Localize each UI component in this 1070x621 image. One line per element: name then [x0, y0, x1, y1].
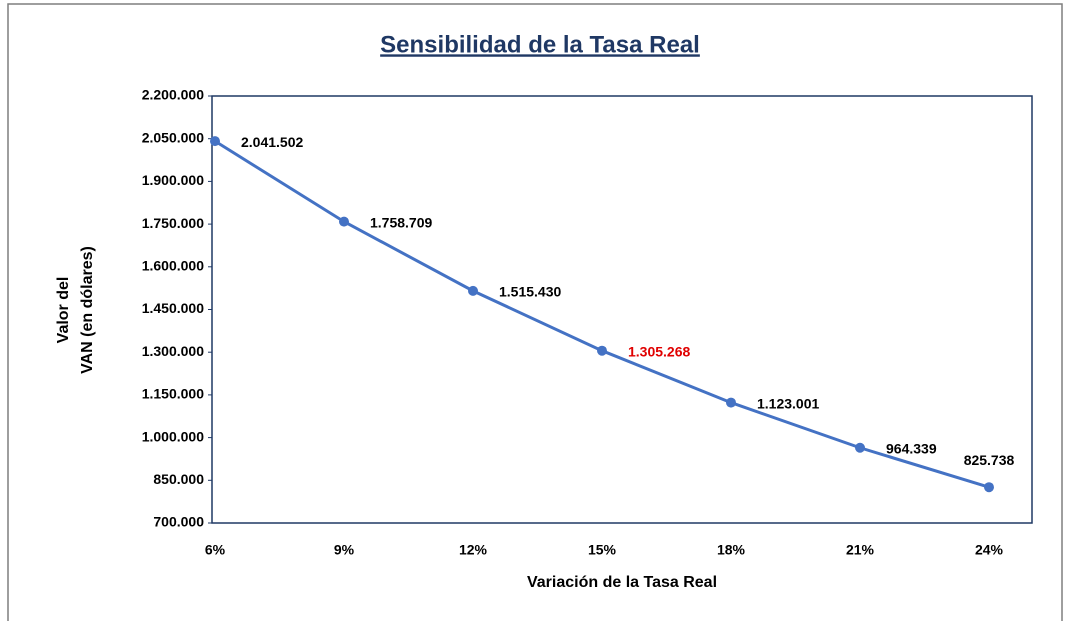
y-tick-label: 1.150.000: [142, 386, 204, 402]
data-label: 2.041.502: [241, 134, 303, 150]
y-tick-label: 1.300.000: [142, 343, 204, 359]
point: [210, 136, 220, 147]
x-axis-title: Variación de la Tasa Real: [527, 574, 717, 591]
y-tick-label: 1.450.000: [142, 300, 204, 316]
data-label: 1.758.709: [370, 214, 432, 230]
point: [726, 397, 736, 408]
x-tick-label: 9%: [334, 542, 355, 558]
y-tick-label: 700.000: [153, 514, 204, 530]
data-label: 964.339: [886, 440, 937, 456]
y-tick-label: 2.050.000: [142, 129, 204, 145]
y-tick-label: 1.750.000: [142, 215, 204, 231]
point: [339, 216, 349, 227]
chart-title: Sensibilidad de la Tasa Real: [380, 31, 700, 58]
x-tick-label: 24%: [975, 542, 1004, 558]
data-label: 825.738: [964, 452, 1015, 468]
x-tick-label: 15%: [588, 542, 617, 558]
data-label: 1.515.430: [499, 284, 561, 300]
point: [597, 345, 607, 356]
y-tick-label: 1.900.000: [142, 172, 204, 188]
data-label: 1.123.001: [757, 395, 819, 411]
point: [984, 482, 994, 493]
data-label: 1.305.268: [628, 343, 690, 359]
y-axis-title: VAN (en dólares): [79, 246, 96, 374]
y-tick-label: 2.200.000: [142, 87, 204, 103]
point: [855, 442, 865, 453]
x-tick-label: 12%: [459, 542, 488, 558]
point: [468, 285, 478, 296]
y-tick-label: 1.000.000: [142, 428, 204, 444]
y-tick-label: 1.600.000: [142, 258, 204, 274]
chart-frame: [7, 3, 1063, 621]
x-tick-label: 18%: [717, 542, 746, 558]
y-tick-label: 850.000: [153, 471, 204, 487]
x-tick-label: 21%: [846, 542, 875, 558]
x-tick-label: 6%: [205, 542, 226, 558]
y-axis-title: Valor del: [55, 277, 72, 344]
